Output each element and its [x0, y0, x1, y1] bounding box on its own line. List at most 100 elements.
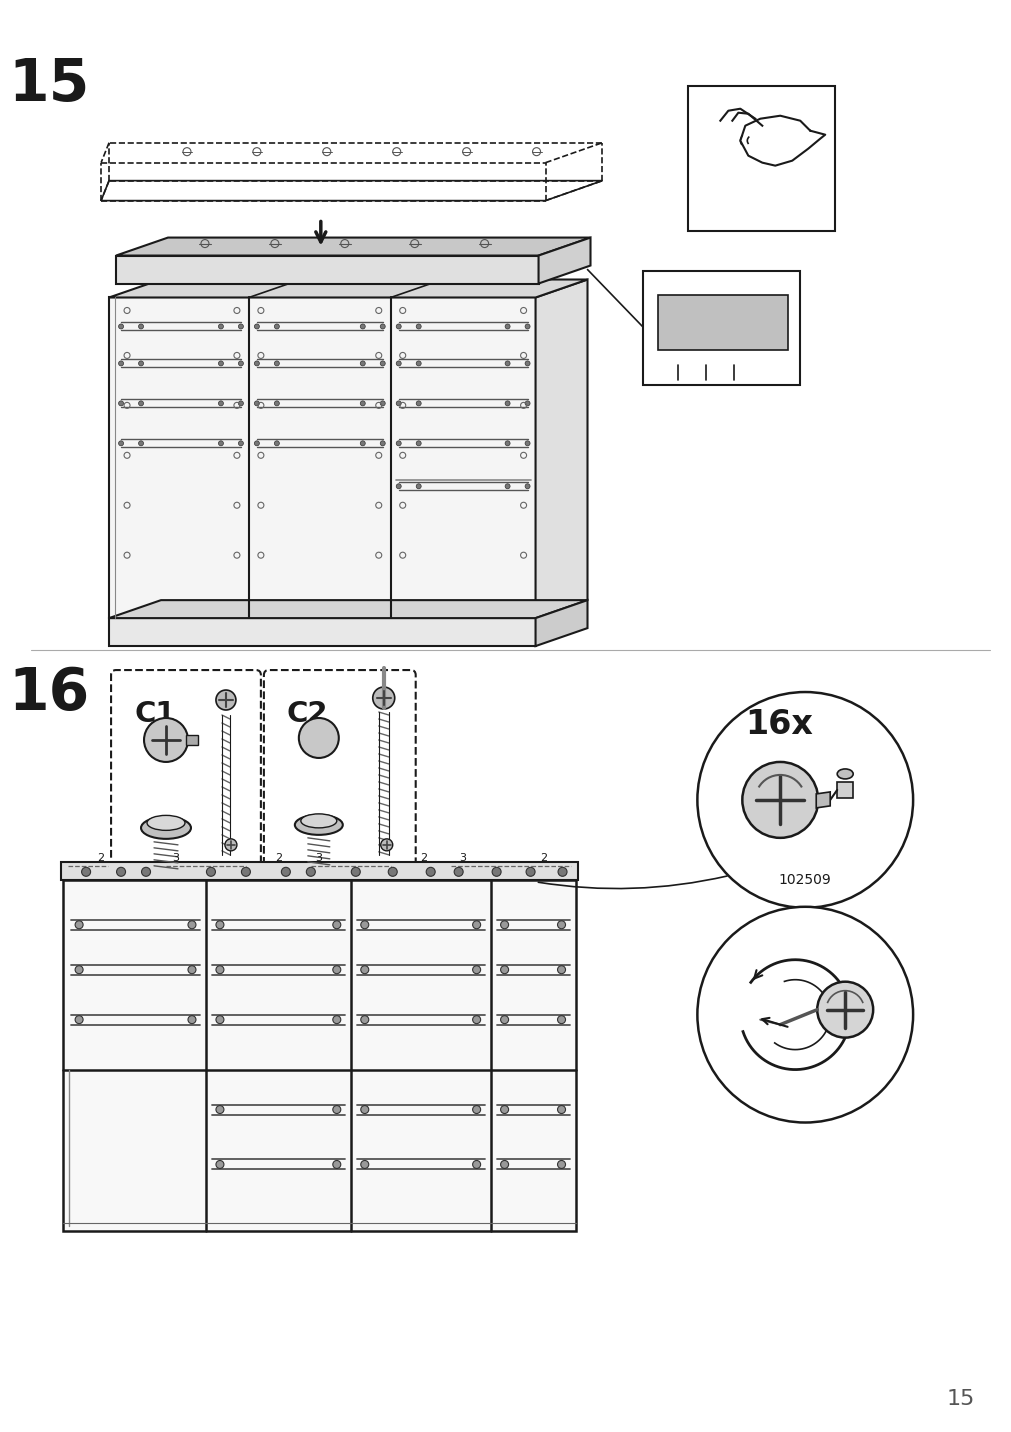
Text: 3: 3	[315, 853, 321, 863]
Text: 2: 2	[420, 853, 427, 863]
Circle shape	[396, 401, 400, 405]
Text: C1: C1	[133, 700, 176, 727]
Circle shape	[215, 1015, 223, 1024]
Circle shape	[218, 324, 223, 329]
Circle shape	[416, 324, 421, 329]
Circle shape	[372, 687, 394, 709]
Circle shape	[333, 1106, 341, 1114]
Polygon shape	[109, 298, 535, 619]
Bar	[61, 862, 577, 879]
Circle shape	[254, 441, 259, 445]
Polygon shape	[816, 792, 829, 808]
Circle shape	[360, 921, 368, 929]
Circle shape	[380, 324, 385, 329]
Circle shape	[557, 1106, 565, 1114]
Circle shape	[351, 868, 360, 876]
Circle shape	[306, 868, 315, 876]
Polygon shape	[109, 279, 587, 298]
Circle shape	[215, 921, 223, 929]
Circle shape	[416, 401, 421, 405]
Circle shape	[254, 401, 259, 405]
Circle shape	[380, 441, 385, 445]
Circle shape	[500, 921, 509, 929]
Circle shape	[697, 692, 912, 908]
Circle shape	[274, 401, 279, 405]
Circle shape	[557, 868, 566, 876]
Circle shape	[215, 965, 223, 974]
Circle shape	[525, 361, 530, 367]
Circle shape	[396, 324, 400, 329]
Circle shape	[742, 762, 818, 838]
Circle shape	[218, 441, 223, 445]
Circle shape	[491, 868, 500, 876]
Circle shape	[82, 868, 91, 876]
Circle shape	[396, 361, 400, 367]
Text: 2: 2	[275, 853, 282, 863]
Circle shape	[396, 484, 400, 488]
Bar	[643, 271, 800, 385]
Circle shape	[274, 324, 279, 329]
Circle shape	[188, 1015, 196, 1024]
Circle shape	[500, 1160, 509, 1169]
Ellipse shape	[147, 815, 185, 831]
Circle shape	[242, 868, 250, 876]
Text: C2: C2	[286, 700, 328, 727]
Circle shape	[360, 1160, 368, 1169]
Circle shape	[274, 441, 279, 445]
Circle shape	[454, 868, 463, 876]
Circle shape	[215, 1106, 223, 1114]
Ellipse shape	[294, 815, 343, 835]
Text: 3: 3	[459, 853, 466, 863]
Circle shape	[139, 361, 144, 367]
Circle shape	[239, 441, 244, 445]
Bar	[687, 86, 834, 231]
Circle shape	[116, 868, 125, 876]
Circle shape	[472, 1015, 480, 1024]
Circle shape	[557, 965, 565, 974]
Circle shape	[239, 401, 244, 405]
FancyBboxPatch shape	[111, 670, 261, 875]
Ellipse shape	[300, 813, 337, 828]
Circle shape	[188, 921, 196, 929]
Circle shape	[139, 324, 144, 329]
Polygon shape	[116, 255, 538, 284]
Circle shape	[388, 868, 397, 876]
Circle shape	[118, 361, 123, 367]
Ellipse shape	[141, 816, 191, 839]
Circle shape	[360, 361, 365, 367]
Circle shape	[218, 361, 223, 367]
Circle shape	[281, 868, 290, 876]
Circle shape	[206, 868, 215, 876]
Circle shape	[360, 1015, 368, 1024]
Circle shape	[504, 361, 510, 367]
Bar	[836, 782, 852, 798]
Ellipse shape	[836, 769, 852, 779]
Circle shape	[333, 921, 341, 929]
Circle shape	[118, 324, 123, 329]
Circle shape	[118, 401, 123, 405]
Text: 2: 2	[97, 853, 104, 863]
Circle shape	[274, 361, 279, 367]
Circle shape	[526, 868, 535, 876]
Circle shape	[254, 324, 259, 329]
Circle shape	[500, 1106, 509, 1114]
Circle shape	[360, 401, 365, 405]
Circle shape	[525, 484, 530, 488]
Circle shape	[254, 361, 259, 367]
Circle shape	[75, 921, 83, 929]
Circle shape	[239, 324, 244, 329]
Circle shape	[504, 324, 510, 329]
Circle shape	[817, 982, 872, 1038]
Circle shape	[215, 690, 236, 710]
Circle shape	[525, 324, 530, 329]
Circle shape	[224, 839, 237, 851]
Text: 16: 16	[8, 664, 90, 722]
Circle shape	[333, 1160, 341, 1169]
Polygon shape	[535, 279, 587, 619]
Circle shape	[416, 361, 421, 367]
Circle shape	[218, 401, 223, 405]
Circle shape	[504, 441, 510, 445]
Circle shape	[525, 441, 530, 445]
Circle shape	[139, 401, 144, 405]
Circle shape	[416, 441, 421, 445]
